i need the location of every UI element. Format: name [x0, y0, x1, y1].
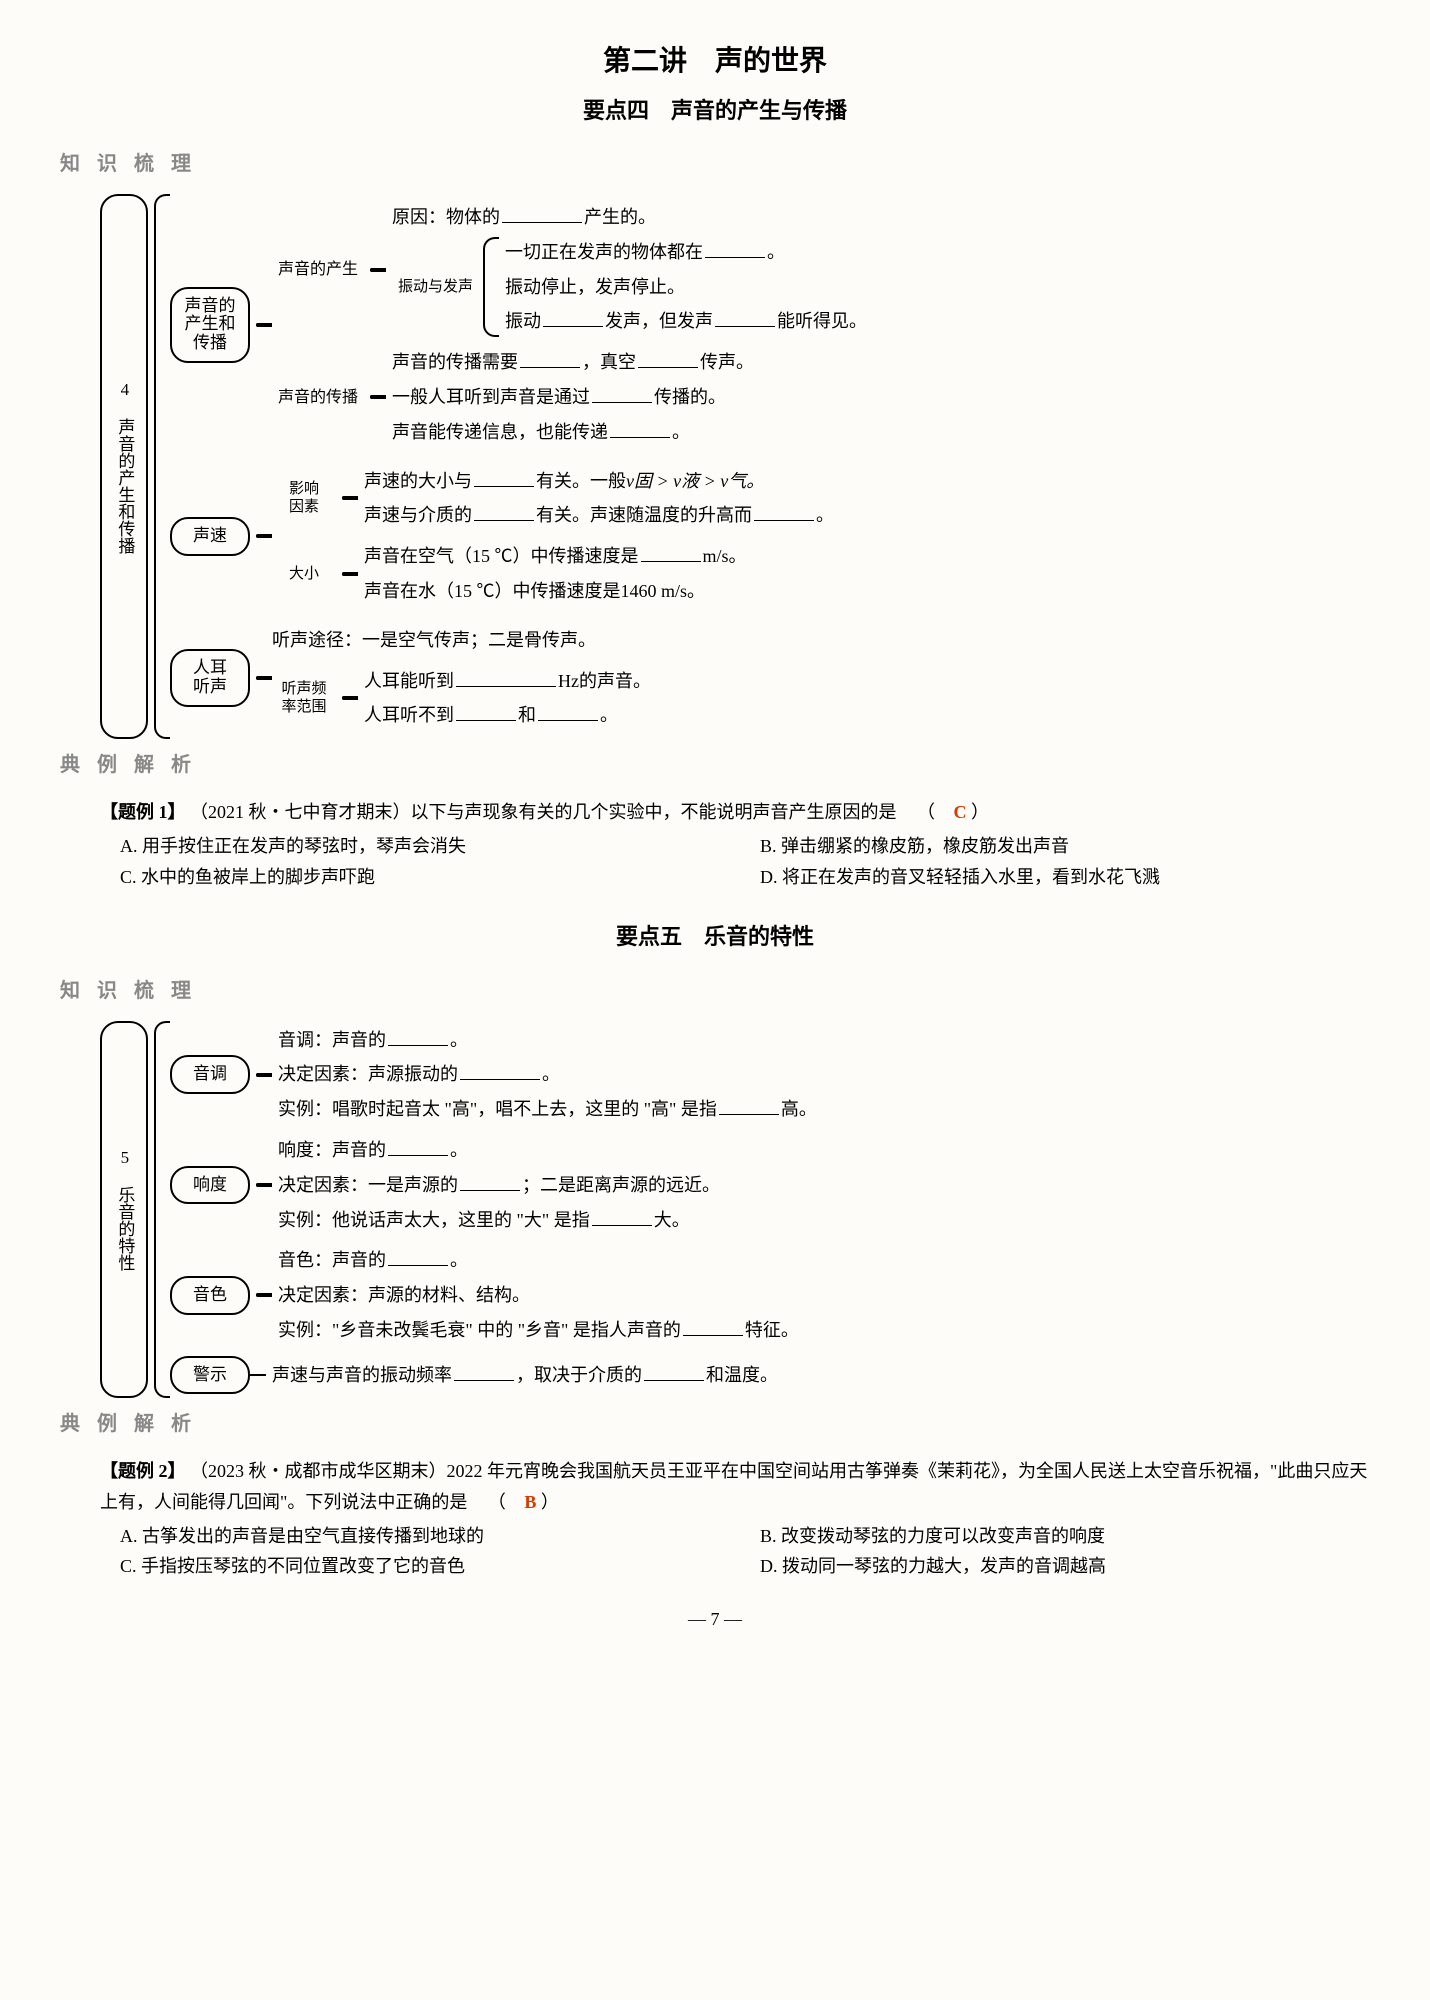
- leaf: 决定因素：一是声源的；二是距离声源的远近。: [278, 1170, 720, 1201]
- tree1-n1b: 声音的传播: [272, 384, 364, 411]
- ex1-answer: C: [954, 802, 967, 822]
- example-2: 【题例 2】 （2023 秋・成都市成华区期末）2022 年元宵晚会我国航天员王…: [100, 1456, 1370, 1517]
- ex2-a: A. 古筝发出的声音是由空气直接传播到地球的: [120, 1522, 730, 1551]
- leaf: 振动停止，发声停止。: [505, 272, 867, 303]
- ex2-d: D. 拨动同一琴弦的力越大，发声的音调越高: [760, 1552, 1370, 1581]
- ex1-text: （2021 秋・七中育才期末）以下与声现象有关的几个实验中，不能说明声音产生原因…: [190, 802, 897, 822]
- leaf: 人耳能听到Hz的声音。: [364, 666, 651, 697]
- leaf: 音色：声音的。: [278, 1245, 799, 1276]
- leaf: 音调：声音的。: [278, 1025, 817, 1056]
- ex1-d: D. 将正在发声的音叉轻轻插入水里，看到水花飞溅: [760, 863, 1370, 892]
- leaf: 决定因素：声源振动的。: [278, 1059, 817, 1090]
- tree1-n2: 声速: [170, 517, 250, 556]
- leaf: 声速与介质的有关。声速随温度的升高而。: [364, 500, 834, 531]
- example-badge-1: 典 例 解 析: [60, 749, 197, 781]
- tree1-n3a: 听声频 率范围: [272, 676, 336, 720]
- ex1-c: C. 水中的鱼被岸上的脚步声吓跑: [120, 863, 730, 892]
- ex2-c: C. 手指按压琴弦的不同位置改变了它的音色: [120, 1552, 730, 1581]
- leaf: 实例："乡音未改鬓毛衰" 中的 "乡音" 是指人声音的特征。: [278, 1315, 799, 1346]
- tree-music-properties: 5 乐音的特性 音调 音调：声音的。 决定因素：声源振动的。 实例：唱歌时起音太…: [100, 1021, 1370, 1399]
- ex1-options: A. 用手按住正在发声的琴弦时，琴声会消失 B. 弹击绷紧的橡皮筋，橡皮筋发出声…: [120, 832, 1370, 892]
- leaf: 实例：唱歌时起音太 "高"，唱不上去，这里的 "高" 是指高。: [278, 1094, 817, 1125]
- ex2-head: 【题例 2】: [100, 1461, 186, 1481]
- tree1-n1a: 声音的产生: [272, 256, 364, 283]
- ex2-answer: B: [524, 1492, 536, 1512]
- leaf: 原因：物体的产生的。: [392, 202, 867, 233]
- example-badge-2: 典 例 解 析: [60, 1408, 197, 1440]
- leaf: 声音在空气（15 ℃）中传播速度是m/s。: [364, 541, 747, 572]
- tree2-root: 5 乐音的特性: [100, 1021, 148, 1399]
- tree2-n4: 警示: [170, 1356, 250, 1395]
- leaf: 听声途径：一是空气传声；二是骨传声。: [272, 625, 651, 656]
- knowledge-badge-1: 知 识 梳 理: [60, 148, 197, 180]
- section-4-title: 要点四 声音的产生与传播: [60, 93, 1370, 128]
- leaf: 声音能传递信息，也能传递。: [392, 417, 754, 448]
- example-1: 【题例 1】 （2021 秋・七中育才期末）以下与声现象有关的几个实验中，不能说…: [100, 797, 1370, 828]
- ex1-a: A. 用手按住正在发声的琴弦时，琴声会消失: [120, 832, 730, 861]
- tree1-n3: 人耳 听声: [170, 649, 250, 706]
- tree1-l3: 振动与发声: [392, 237, 479, 337]
- tree2-n2: 响度: [170, 1166, 250, 1205]
- leaf: 响度：声音的。: [278, 1135, 720, 1166]
- tree1-n1: 声音的 产生和 传播: [170, 287, 250, 363]
- leaf: 一切正在发声的物体都在。: [505, 237, 867, 268]
- ex2-b: B. 改变拨动琴弦的力度可以改变声音的响度: [760, 1522, 1370, 1551]
- tree-sound-production: 4 声音的产生和传播 声音的 产生和 传播 声音的产生 原因：物体的产生的。 振…: [100, 194, 1370, 739]
- tree2-n3: 音色: [170, 1276, 250, 1315]
- ex1-b: B. 弹击绷紧的橡皮筋，橡皮筋发出声音: [760, 832, 1370, 861]
- leaf: 人耳听不到和。: [364, 700, 651, 731]
- leaf: 一般人耳听到声音是通过传播的。: [392, 382, 754, 413]
- knowledge-badge-2: 知 识 梳 理: [60, 975, 197, 1007]
- leaf: 振动发声，但发声能听得见。: [505, 306, 867, 337]
- page-number: — 7 —: [60, 1605, 1370, 1634]
- tree1-n2a: 影响 因素: [272, 476, 336, 520]
- ex2-options: A. 古筝发出的声音是由空气直接传播到地球的 B. 改变拨动琴弦的力度可以改变声…: [120, 1522, 1370, 1582]
- leaf: 声音在水（15 ℃）中传播速度是1460 m/s。: [364, 576, 747, 607]
- tree2-n1: 音调: [170, 1055, 250, 1094]
- chapter-title: 第二讲 声的世界: [60, 40, 1370, 85]
- leaf: 声音的传播需要，真空传声。: [392, 347, 754, 378]
- leaf: 决定因素：声源的材料、结构。: [278, 1280, 799, 1311]
- tree1-root: 4 声音的产生和传播: [100, 194, 148, 739]
- leaf: 实例：他说话声太大，这里的 "大" 是指大。: [278, 1205, 720, 1236]
- ex2-text: （2023 秋・成都市成华区期末）2022 年元宵晚会我国航天员王亚平在中国空间…: [100, 1461, 1367, 1512]
- tree1-n2b: 大小: [272, 561, 336, 587]
- leaf: 声速与声音的振动频率，取决于介质的和温度。: [272, 1360, 778, 1391]
- leaf: 声速的大小与有关。一般v固 > v液 > v气。: [364, 466, 834, 497]
- section-5-title: 要点五 乐音的特性: [60, 919, 1370, 954]
- ex1-head: 【题例 1】: [100, 802, 186, 822]
